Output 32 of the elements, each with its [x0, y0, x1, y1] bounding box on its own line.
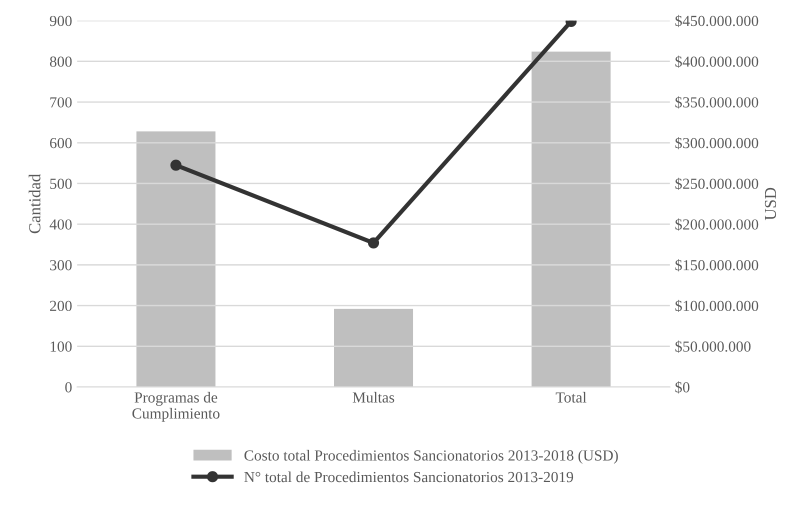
y2-axis-title: USD: [764, 188, 776, 220]
y-tick-label: 400: [50, 219, 72, 230]
y-tick-label: 500: [50, 178, 72, 189]
y2-tick-label: $350.000.000: [675, 96, 758, 109]
y-tick-label: 200: [50, 300, 72, 312]
y2-tick-label: $200.000.000: [675, 218, 758, 231]
y2-tick-label: $400.000.000: [675, 56, 758, 68]
y2-tick-label: $50.000.000: [675, 340, 751, 353]
y-tick-label: 600: [50, 138, 72, 148]
bar: [136, 131, 216, 387]
y2-tick-label: $450.000.000: [675, 14, 758, 28]
x-tick-label: Programas de Cumplimiento: [132, 392, 220, 422]
legend-label: Costo total Procedimientos Sancionatorios 2013-2018 (USD): [244, 450, 618, 464]
y-tick-label: 300: [50, 260, 72, 270]
y2-tick-label: $150.000.000: [675, 259, 758, 272]
y2-tick-label: $0: [675, 381, 690, 394]
y-tick-label: 100: [50, 341, 72, 352]
bar: [334, 308, 414, 387]
y-tick-label: 0: [65, 382, 72, 392]
bar: [532, 52, 611, 387]
point: [170, 160, 182, 171]
y-tick-label: 900: [50, 16, 72, 26]
x-tick-label: Total: [556, 392, 586, 403]
x-tick-label: Multas: [352, 392, 394, 403]
y-tick-label: 700: [50, 97, 72, 108]
y2-tick-label: $250.000.000: [675, 178, 758, 190]
y2-tick-label: $100.000.000: [675, 300, 758, 312]
y-tick-label: 800: [50, 56, 72, 67]
legend-label: N° total de Procedimientos Sancionatorios 2013-2019: [244, 471, 574, 482]
point: [368, 237, 380, 248]
y2-tick-label: $300.000.000: [675, 137, 758, 150]
y-axis-title: Cantidad: [28, 174, 40, 234]
